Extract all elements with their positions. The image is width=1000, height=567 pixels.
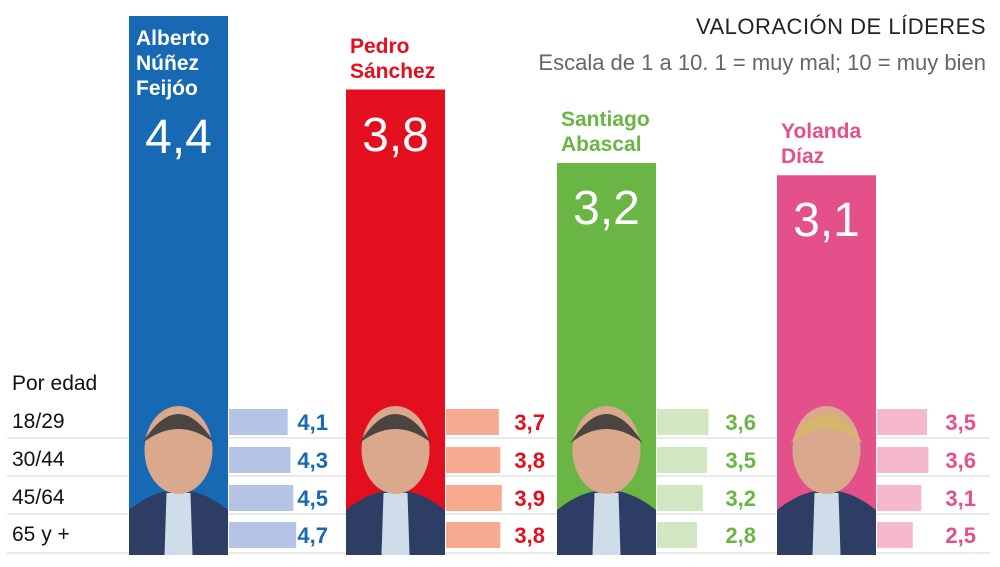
age-group-label: 45/64 (12, 486, 65, 509)
age-bar (657, 447, 708, 473)
age-group-label: 30/44 (12, 448, 65, 471)
portrait-hair-icon (570, 414, 643, 443)
leader-name: Díaz (781, 145, 825, 169)
leader-name: Santiago (561, 108, 650, 131)
age-bar (229, 522, 297, 548)
age-value-label: 3,6 (725, 410, 756, 435)
age-value-label: 4,3 (297, 448, 328, 473)
portrait-shirt-icon (164, 493, 193, 555)
age-bar (229, 409, 288, 435)
age-value-label: 3,9 (514, 486, 545, 511)
leader-name: Pedro (350, 34, 410, 58)
age-value-label: 3,8 (514, 523, 545, 548)
chart-subtitle: Escala de 1 a 10. 1 = muy mal; 10 = muy … (538, 50, 986, 75)
leader-name: Núñez (136, 52, 199, 75)
age-value-label: 3,5 (725, 448, 756, 473)
leader-value-label: 3,1 (793, 194, 860, 248)
portrait-shirt-icon (381, 493, 410, 555)
age-value-label: 3,7 (514, 410, 545, 435)
age-value-label: 4,1 (297, 410, 328, 435)
age-value-label: 3,1 (945, 486, 976, 511)
age-value-label: 3,8 (514, 448, 545, 473)
age-bar (877, 447, 929, 473)
leader-value-label: 3,8 (362, 108, 429, 162)
portrait-shirt-icon (812, 493, 841, 555)
portrait-hair-icon (790, 414, 863, 443)
age-bar (229, 447, 291, 473)
age-bar (446, 522, 501, 548)
age-bar (877, 485, 922, 511)
age-value-label: 2,8 (725, 523, 756, 548)
leader-name: Yolanda (781, 120, 862, 144)
chart-title: VALORACIÓN DE LÍDERES (695, 14, 986, 39)
age-value-label: 3,5 (945, 410, 976, 435)
leader-value-label: 3,2 (573, 182, 640, 235)
age-bar (657, 522, 698, 548)
age-section-label: Por edad (12, 372, 98, 395)
age-group-label: 18/29 (12, 410, 65, 433)
age-bar (877, 409, 928, 435)
leader-name: Alberto (136, 27, 210, 50)
age-bar (446, 447, 501, 473)
age-value-label: 4,7 (297, 523, 328, 548)
age-bar (446, 485, 502, 511)
age-value-label: 3,2 (725, 486, 756, 511)
portrait-shirt-icon (592, 493, 621, 555)
portrait-hair-icon (359, 414, 432, 443)
age-value-label: 3,6 (945, 448, 976, 473)
age-group-label: 65 y + (12, 523, 70, 546)
leader-value-label: 4,4 (145, 111, 212, 164)
age-bar (446, 409, 499, 435)
age-bar (657, 409, 709, 435)
age-value-label: 4,5 (297, 486, 328, 511)
leader-name: Abascal (561, 133, 642, 156)
age-bar (229, 485, 294, 511)
age-bar (657, 485, 703, 511)
age-value-label: 2,5 (945, 523, 976, 548)
leader-name: Sánchez (350, 59, 436, 83)
leader-name: Feijóo (136, 77, 198, 100)
portrait-hair-icon (142, 414, 215, 443)
age-bar (877, 522, 913, 548)
